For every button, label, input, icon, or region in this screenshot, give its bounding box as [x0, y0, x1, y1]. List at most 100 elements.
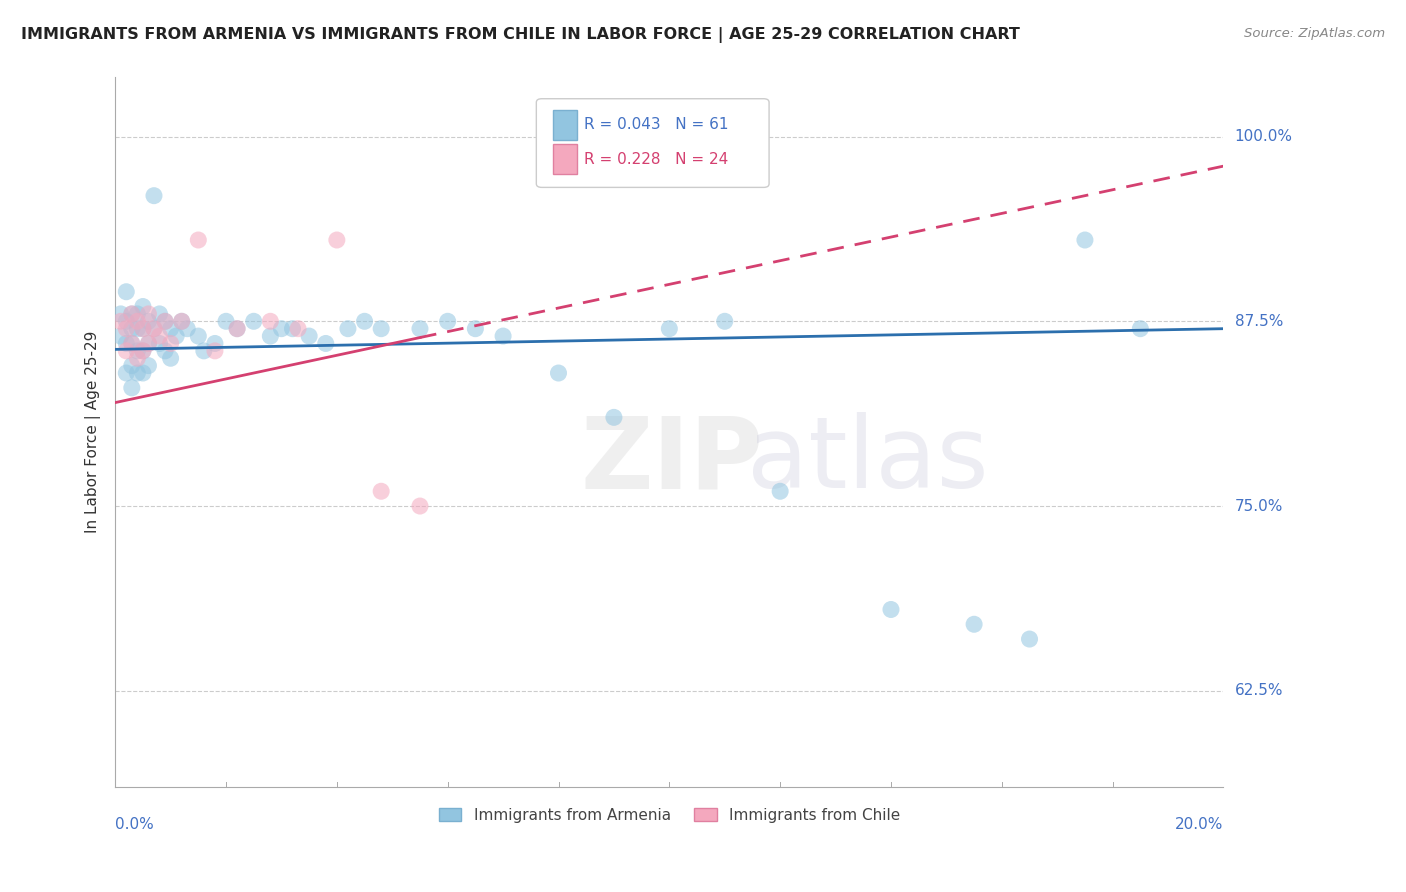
Point: [204, 343, 226, 358]
Point: [1018, 632, 1040, 646]
Point: [259, 314, 281, 328]
Point: [143, 188, 166, 202]
Point: [148, 329, 170, 343]
Point: [204, 336, 226, 351]
Point: [153, 314, 176, 328]
Y-axis label: In Labor Force | Age 25-29: In Labor Force | Age 25-29: [86, 331, 101, 533]
Point: [148, 307, 170, 321]
Point: [115, 314, 138, 328]
Point: [138, 359, 160, 373]
Point: [121, 321, 143, 335]
Point: [115, 343, 138, 358]
Point: [138, 314, 160, 328]
Point: [110, 329, 132, 343]
Point: [226, 321, 249, 335]
Point: [159, 351, 181, 366]
Point: [170, 314, 193, 328]
Point: [170, 314, 193, 328]
Point: [143, 321, 166, 335]
Point: [127, 366, 149, 380]
Point: [658, 321, 681, 335]
Point: [193, 343, 215, 358]
Point: [121, 336, 143, 351]
Point: [187, 329, 209, 343]
Point: [963, 617, 986, 632]
Point: [121, 381, 143, 395]
Point: [110, 314, 132, 328]
Point: [409, 499, 432, 513]
Point: [281, 321, 304, 335]
Point: [110, 307, 132, 321]
Point: [132, 366, 155, 380]
Point: [215, 314, 238, 328]
Point: [713, 314, 735, 328]
Point: [138, 307, 160, 321]
Point: [326, 233, 349, 247]
Point: [138, 336, 160, 351]
Point: [127, 351, 149, 366]
Point: [315, 336, 337, 351]
Point: [138, 336, 160, 351]
Point: [148, 336, 170, 351]
Text: 100.0%: 100.0%: [1234, 129, 1292, 144]
Point: [242, 314, 264, 328]
Legend: Immigrants from Armenia, Immigrants from Chile: Immigrants from Armenia, Immigrants from…: [433, 802, 907, 829]
Point: [132, 343, 155, 358]
Point: [259, 329, 281, 343]
Point: [115, 285, 138, 299]
Point: [165, 329, 187, 343]
Text: Source: ZipAtlas.com: Source: ZipAtlas.com: [1244, 27, 1385, 40]
Point: [159, 336, 181, 351]
Point: [176, 321, 198, 335]
FancyBboxPatch shape: [553, 110, 578, 140]
Point: [132, 343, 155, 358]
Text: 62.5%: 62.5%: [1234, 683, 1284, 698]
Point: [603, 410, 626, 425]
Point: [115, 366, 138, 380]
Point: [127, 343, 149, 358]
Point: [298, 329, 321, 343]
Point: [492, 329, 515, 343]
Text: 0.0%: 0.0%: [115, 817, 153, 832]
Point: [132, 321, 155, 335]
Point: [121, 336, 143, 351]
Point: [370, 321, 392, 335]
Point: [127, 314, 149, 328]
Point: [115, 336, 138, 351]
Point: [880, 602, 903, 616]
Point: [464, 321, 486, 335]
Point: [153, 314, 176, 328]
Text: ZIP: ZIP: [581, 412, 763, 509]
Point: [270, 321, 292, 335]
Point: [132, 300, 155, 314]
Point: [287, 321, 309, 335]
Point: [115, 321, 138, 335]
Point: [127, 321, 149, 335]
Text: 87.5%: 87.5%: [1234, 314, 1282, 329]
Text: atlas: atlas: [747, 412, 988, 509]
Point: [121, 307, 143, 321]
Text: R = 0.228   N = 24: R = 0.228 N = 24: [583, 152, 728, 167]
Point: [336, 321, 359, 335]
Point: [121, 359, 143, 373]
Point: [1129, 321, 1152, 335]
FancyBboxPatch shape: [536, 99, 769, 187]
Point: [547, 366, 569, 380]
FancyBboxPatch shape: [553, 145, 578, 174]
Point: [132, 321, 155, 335]
Text: 20.0%: 20.0%: [1175, 817, 1223, 832]
Point: [370, 484, 392, 499]
Point: [153, 343, 176, 358]
Point: [226, 321, 249, 335]
Text: IMMIGRANTS FROM ARMENIA VS IMMIGRANTS FROM CHILE IN LABOR FORCE | AGE 25-29 CORR: IMMIGRANTS FROM ARMENIA VS IMMIGRANTS FR…: [21, 27, 1019, 43]
Point: [409, 321, 432, 335]
Point: [159, 321, 181, 335]
Point: [121, 307, 143, 321]
Point: [1074, 233, 1097, 247]
Point: [769, 484, 792, 499]
Text: 75.0%: 75.0%: [1234, 499, 1282, 514]
Point: [143, 321, 166, 335]
Point: [436, 314, 458, 328]
Point: [187, 233, 209, 247]
Point: [353, 314, 375, 328]
